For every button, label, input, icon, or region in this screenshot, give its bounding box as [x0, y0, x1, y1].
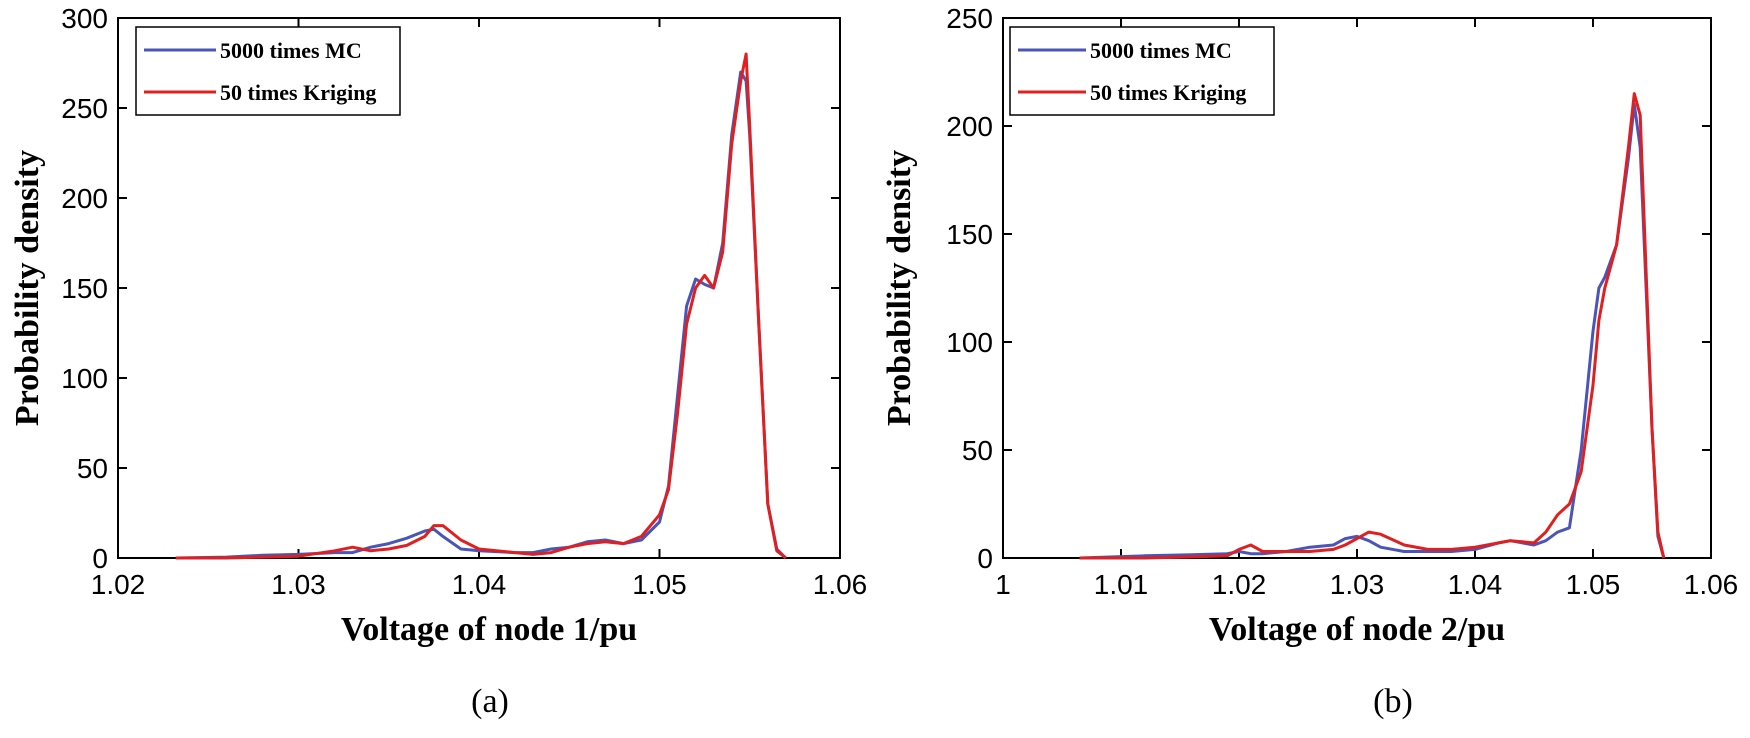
- series-line-mc: [1079, 102, 1666, 560]
- x-tick-label: 1.02: [91, 569, 146, 600]
- legend-box: [1009, 26, 1275, 116]
- x-tick-label: 1.02: [1212, 569, 1267, 600]
- y-tick-label: 300: [61, 3, 108, 34]
- y-tick-label: 100: [61, 363, 108, 394]
- x-tick-label: 1.06: [1684, 569, 1739, 600]
- y-tick-label: 200: [61, 183, 108, 214]
- series-lines: [175, 52, 787, 560]
- panel-label-b: (b): [1373, 683, 1413, 720]
- panel-label-a: (a): [471, 683, 509, 720]
- legend: 5000 times MC 50 times Kriging: [135, 26, 401, 116]
- x-tick-labels: 1.02 1.03 1.04 1.05 1.06: [91, 569, 868, 600]
- y-tick-labels: 0 50 100 150 200 250: [946, 3, 993, 574]
- y-axis-title: Probability density: [9, 150, 46, 426]
- axis-ticks: [1002, 17, 1712, 559]
- y-tick-label: 50: [962, 435, 993, 466]
- x-tick-label: 1.04: [452, 569, 507, 600]
- x-tick-labels: 1 1.01 1.02 1.03 1.04 1.05 1.06: [995, 569, 1738, 600]
- x-axis-title: Voltage of node 1/pu: [341, 611, 637, 648]
- y-tick-labels: 0 50 100 150 200 250 300: [61, 3, 108, 574]
- legend-label-kriging: 50 times Kriging: [1090, 80, 1246, 105]
- legend-box: [135, 26, 401, 116]
- series-line-kriging: [1079, 92, 1666, 560]
- x-tick-label: 1.04: [1448, 569, 1503, 600]
- series-line-mc: [175, 70, 787, 560]
- legend: 5000 times MC 50 times Kriging: [1009, 26, 1275, 116]
- y-tick-label: 200: [946, 111, 993, 142]
- y-axis-title: Probability density: [881, 150, 918, 426]
- x-tick-label: 1.01: [1094, 569, 1149, 600]
- y-tick-label: 150: [61, 273, 108, 304]
- y-tick-label: 50: [77, 453, 108, 484]
- x-tick-label: 1.03: [271, 569, 326, 600]
- legend-label-mc: 5000 times MC: [1090, 38, 1232, 63]
- chart-panel-b: 0 50 100 150 200 250 1 1.01 1.02 1.03 1.04 1.05 1.0…: [881, 3, 1738, 720]
- x-tick-label: 1.05: [1566, 569, 1621, 600]
- y-tick-label: 250: [61, 93, 108, 124]
- x-tick-label: 1: [995, 569, 1011, 600]
- y-tick-label: 0: [977, 543, 993, 574]
- x-tick-label: 1.06: [813, 569, 868, 600]
- x-tick-label: 1.03: [1330, 569, 1385, 600]
- y-tick-label: 100: [946, 327, 993, 358]
- y-tick-label: 250: [946, 3, 993, 34]
- y-tick-label: 150: [946, 219, 993, 250]
- legend-label-kriging: 50 times Kriging: [220, 80, 376, 105]
- y-tick-label: 0: [92, 543, 108, 574]
- x-axis-title: Voltage of node 2/pu: [1209, 611, 1505, 648]
- legend-label-mc: 5000 times MC: [220, 38, 362, 63]
- series-line-kriging: [175, 52, 787, 560]
- series-lines: [1079, 92, 1666, 560]
- x-tick-label: 1.05: [632, 569, 687, 600]
